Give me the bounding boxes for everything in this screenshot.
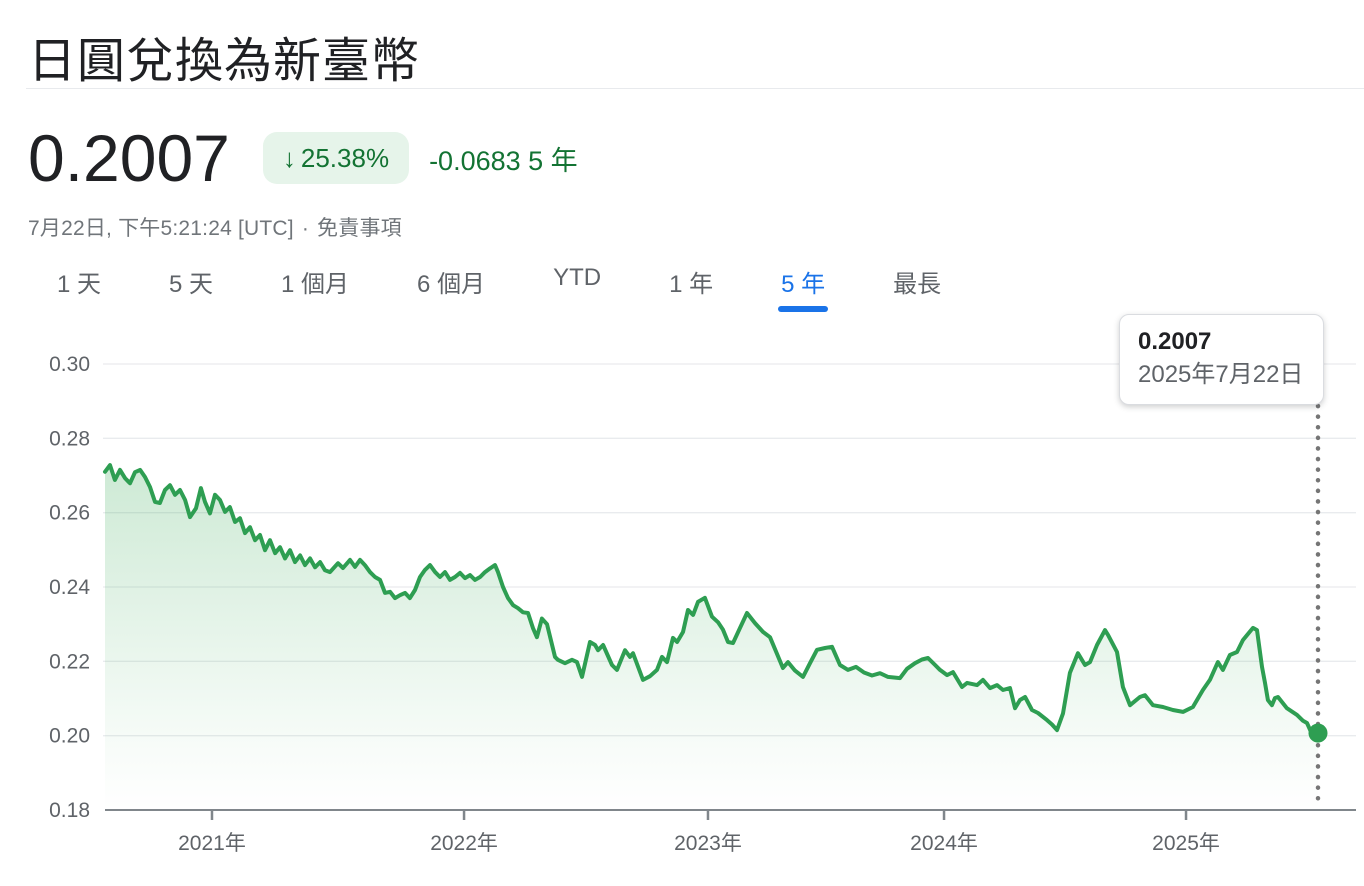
x-axis-label: 2024年	[910, 832, 978, 855]
endpoint-dot	[1308, 723, 1328, 743]
tab-1m[interactable]: 1 個月	[281, 271, 350, 298]
change-percent-badge: ↓ 25.38%	[262, 132, 410, 184]
chart-tooltip: 0.2007 2025年7月22日	[1119, 314, 1325, 405]
tooltip-date: 2025年7月22日	[1138, 361, 1304, 388]
tooltip-value: 0.2007	[1138, 328, 1212, 355]
change-percent: 25.38%	[300, 143, 390, 173]
chart-area-fill	[105, 465, 1318, 810]
quote-timestamp: 7月22日, 下午5:21:24 [UTC]	[28, 217, 294, 240]
chart-svg: 0.30 0.28 0.26 0.24 0.22 0.20 0.18 2021年 2022年 20…	[49, 353, 1356, 855]
x-axis-label: 2021年	[178, 832, 246, 855]
down-arrow-icon: ↓	[282, 143, 296, 173]
y-axis-label: 0.20	[49, 725, 90, 748]
chart-line	[103, 463, 1320, 739]
tab-ytd[interactable]: YTD	[553, 264, 602, 291]
tab-5y[interactable]: 5 年	[778, 264, 829, 312]
change-absolute: -0.0683 5 年	[429, 145, 578, 176]
y-axis-label: 0.28	[49, 427, 90, 450]
y-axis-label: 0.30	[49, 353, 90, 376]
x-axis-label: 2023年	[674, 832, 742, 855]
tab-6m[interactable]: 6 個月	[417, 271, 486, 298]
tab-5d[interactable]: 5 天	[169, 271, 214, 298]
dot-separator: ·	[301, 217, 310, 240]
x-axis-label: 2025年	[1152, 832, 1220, 855]
tab-max[interactable]: 最長	[893, 271, 942, 298]
y-axis-label: 0.26	[49, 502, 90, 525]
page-title: 日圓兌換為新臺幣	[28, 35, 421, 89]
tab-1d[interactable]: 1 天	[57, 271, 102, 298]
x-axis-label: 2022年	[430, 832, 498, 855]
y-axis-label: 0.22	[49, 650, 90, 673]
quote-summary: 0.2007 ↓ 25.38% -0.0683 5 年	[28, 121, 578, 195]
timestamp-row: 7月22日, 下午5:21:24 [UTC] · 免責事項	[28, 212, 402, 242]
header-divider	[26, 88, 1364, 89]
disclaimer-link[interactable]: 免責事項	[317, 217, 402, 240]
y-axis-label: 0.18	[49, 799, 90, 822]
time-range-tabs: 1 天 5 天 1 個月 6 個月 YTD 1 年 5 年 最長	[57, 264, 941, 312]
price-chart[interactable]: 0.30 0.28 0.26 0.24 0.22 0.20 0.18 2021年 2022年 20…	[0, 330, 1364, 886]
price-value: 0.2007	[28, 121, 230, 195]
tab-1y[interactable]: 1 年	[669, 271, 714, 298]
y-axis-label: 0.24	[49, 576, 90, 599]
